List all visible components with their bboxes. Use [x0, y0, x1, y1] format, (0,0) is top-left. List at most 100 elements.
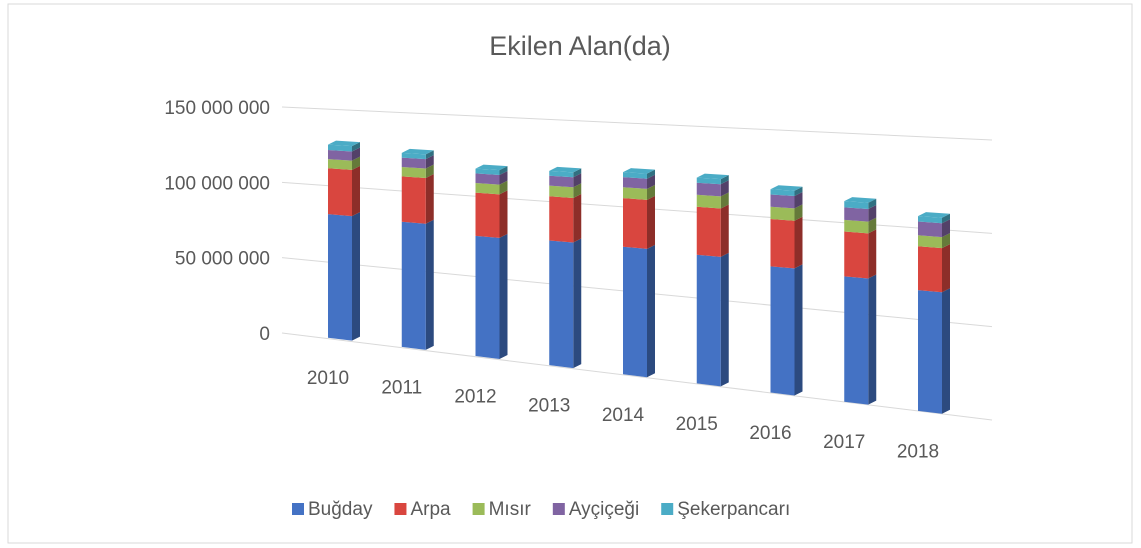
bar-segment	[770, 264, 803, 396]
bar-face	[720, 252, 729, 387]
bar-segment	[328, 165, 360, 217]
bar-face	[475, 168, 500, 175]
bar-face	[352, 212, 360, 341]
bar-face	[696, 254, 721, 387]
bar-segment	[844, 229, 877, 279]
legend-swatch	[394, 503, 407, 515]
bar-face	[942, 288, 950, 414]
bar-face	[647, 244, 655, 378]
bar-segment	[623, 244, 655, 378]
legend-swatch	[472, 503, 485, 515]
bar-face	[696, 177, 721, 185]
bar-segment	[549, 238, 582, 369]
bar-face	[696, 194, 721, 209]
bar-face	[425, 150, 434, 160]
bar-face	[720, 175, 729, 185]
bar-face	[549, 170, 574, 178]
x-tick-label: 2016	[749, 423, 791, 444]
grid-line	[281, 106, 993, 141]
bar-segment	[401, 164, 434, 179]
bar-face	[844, 231, 869, 279]
bar-face	[844, 219, 869, 234]
bar-segment	[549, 173, 582, 188]
bar-face	[868, 198, 877, 210]
chart-title: Ekilen Alan(da)	[489, 31, 671, 61]
bar-face	[623, 177, 647, 189]
bar-face	[696, 173, 729, 180]
bar-face	[794, 186, 803, 197]
bar-face	[770, 189, 795, 197]
bar-segment	[770, 204, 803, 221]
bar-segment	[549, 166, 582, 178]
y-tick-label: 50 000 000	[175, 249, 270, 270]
bar-segment	[623, 168, 655, 179]
bar-face	[868, 229, 877, 279]
bar-face	[401, 166, 426, 179]
bar-segment	[623, 184, 655, 200]
bar-face	[918, 246, 942, 293]
legend-swatch	[292, 503, 304, 515]
bar-face	[844, 197, 877, 203]
bar-face	[942, 244, 950, 293]
bar-face	[918, 212, 950, 218]
bar-segment	[475, 164, 508, 175]
bar-face	[499, 170, 508, 185]
bar-face	[573, 173, 582, 188]
bar-segment	[549, 193, 582, 243]
x-tick-label: 2010	[307, 368, 349, 389]
bar-segment	[844, 274, 877, 405]
bar-face	[647, 184, 655, 200]
bar-segment	[844, 197, 877, 210]
bar-segment	[328, 140, 360, 152]
bar-face	[328, 149, 352, 161]
legend-label: Arpa	[410, 499, 451, 520]
bar-face	[475, 173, 500, 185]
bar-face	[770, 218, 795, 269]
x-tick-label: 2014	[602, 405, 645, 426]
legend-label: Şekerpancarı	[677, 499, 790, 520]
bar-segment	[475, 233, 508, 359]
bar-face	[794, 216, 803, 269]
bar-face	[401, 221, 426, 350]
bar-face	[844, 201, 869, 210]
bar-face	[425, 164, 434, 179]
bar-face	[573, 193, 582, 243]
bar-face	[918, 221, 942, 238]
legend-label: Mısır	[489, 499, 532, 520]
bar-face	[794, 192, 803, 209]
bar-segment	[401, 148, 434, 160]
bar-face	[647, 174, 655, 189]
x-tick-label: 2013	[528, 396, 570, 417]
bar-face	[352, 147, 360, 161]
bar-segment	[401, 155, 434, 169]
bar-face	[401, 152, 426, 160]
legend-label: Buğday	[308, 499, 373, 520]
y-tick-label: 0	[259, 324, 270, 345]
bar-face	[868, 205, 877, 222]
bar-segment	[696, 192, 729, 209]
bar-segment	[844, 217, 877, 234]
bar-face	[696, 182, 721, 197]
bar-face	[425, 174, 434, 224]
bar-segment	[549, 183, 582, 198]
bar-face	[475, 182, 500, 195]
bar-face	[647, 195, 655, 249]
bar-face	[844, 276, 869, 405]
bar-segment	[475, 170, 508, 185]
bar-segment	[623, 174, 655, 189]
bar-face	[499, 180, 508, 195]
bar-face	[549, 196, 574, 243]
bar-face	[352, 165, 360, 217]
legend-label: Ayçiçeği	[569, 499, 639, 520]
legend-swatch	[661, 503, 674, 515]
bar-face	[794, 204, 803, 221]
bar-segment	[401, 174, 434, 224]
bar-face	[770, 185, 803, 191]
bar-segment	[328, 156, 360, 170]
bar-face	[647, 169, 655, 179]
bar-face	[623, 187, 647, 200]
bar-segment	[328, 212, 360, 341]
bar-face	[868, 274, 877, 405]
bar-face	[770, 194, 795, 209]
